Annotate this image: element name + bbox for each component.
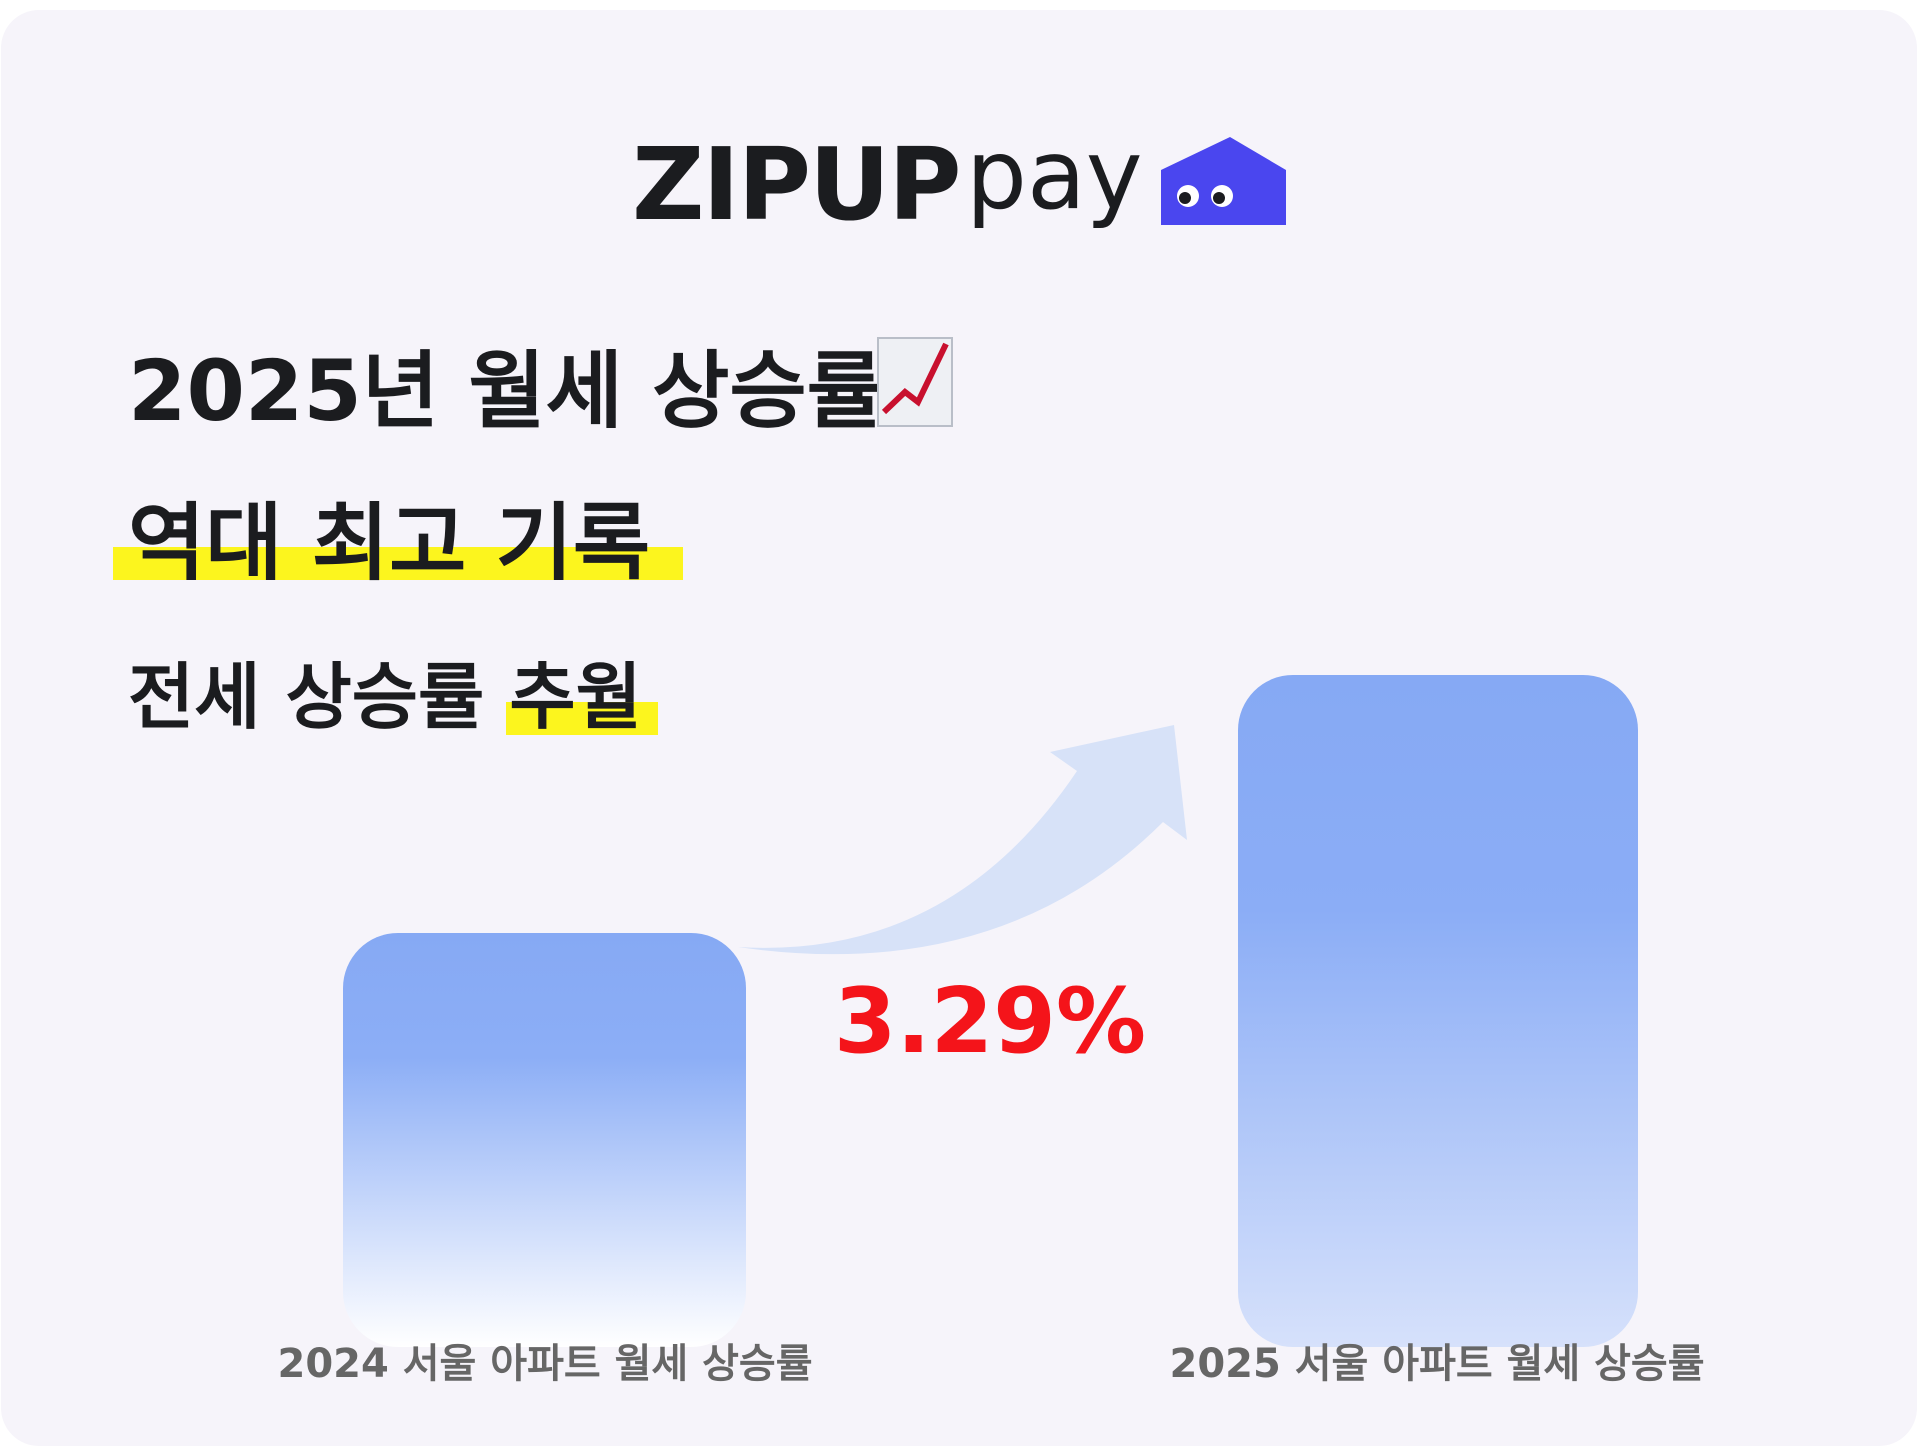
headline-line3b: 추월 [509,655,641,739]
change-label: 3.29% [834,969,1146,1074]
bar [343,933,746,1347]
headline-line3a: 전세 상승률 [128,655,509,739]
bar-label: 2025 서울 아파트 월세 상승률 [1169,1341,1704,1387]
logo-suffix: pay [966,119,1143,231]
headline-line1: 2025년 월세 상승률 [128,342,884,440]
arrow [738,725,1187,955]
headline-line3: 전세 상승률 추월 [128,655,642,739]
highlight [506,702,658,735]
logo-brand: ZIPUP [632,126,960,243]
logo-house [1161,137,1286,225]
bar [1238,675,1638,1347]
highlight [113,547,683,580]
bar-label: 2024 서울 아파트 월세 상승률 [277,1341,812,1387]
chart-emoji [877,337,953,427]
headline-line2: 역대 최고 기록 [128,494,650,592]
